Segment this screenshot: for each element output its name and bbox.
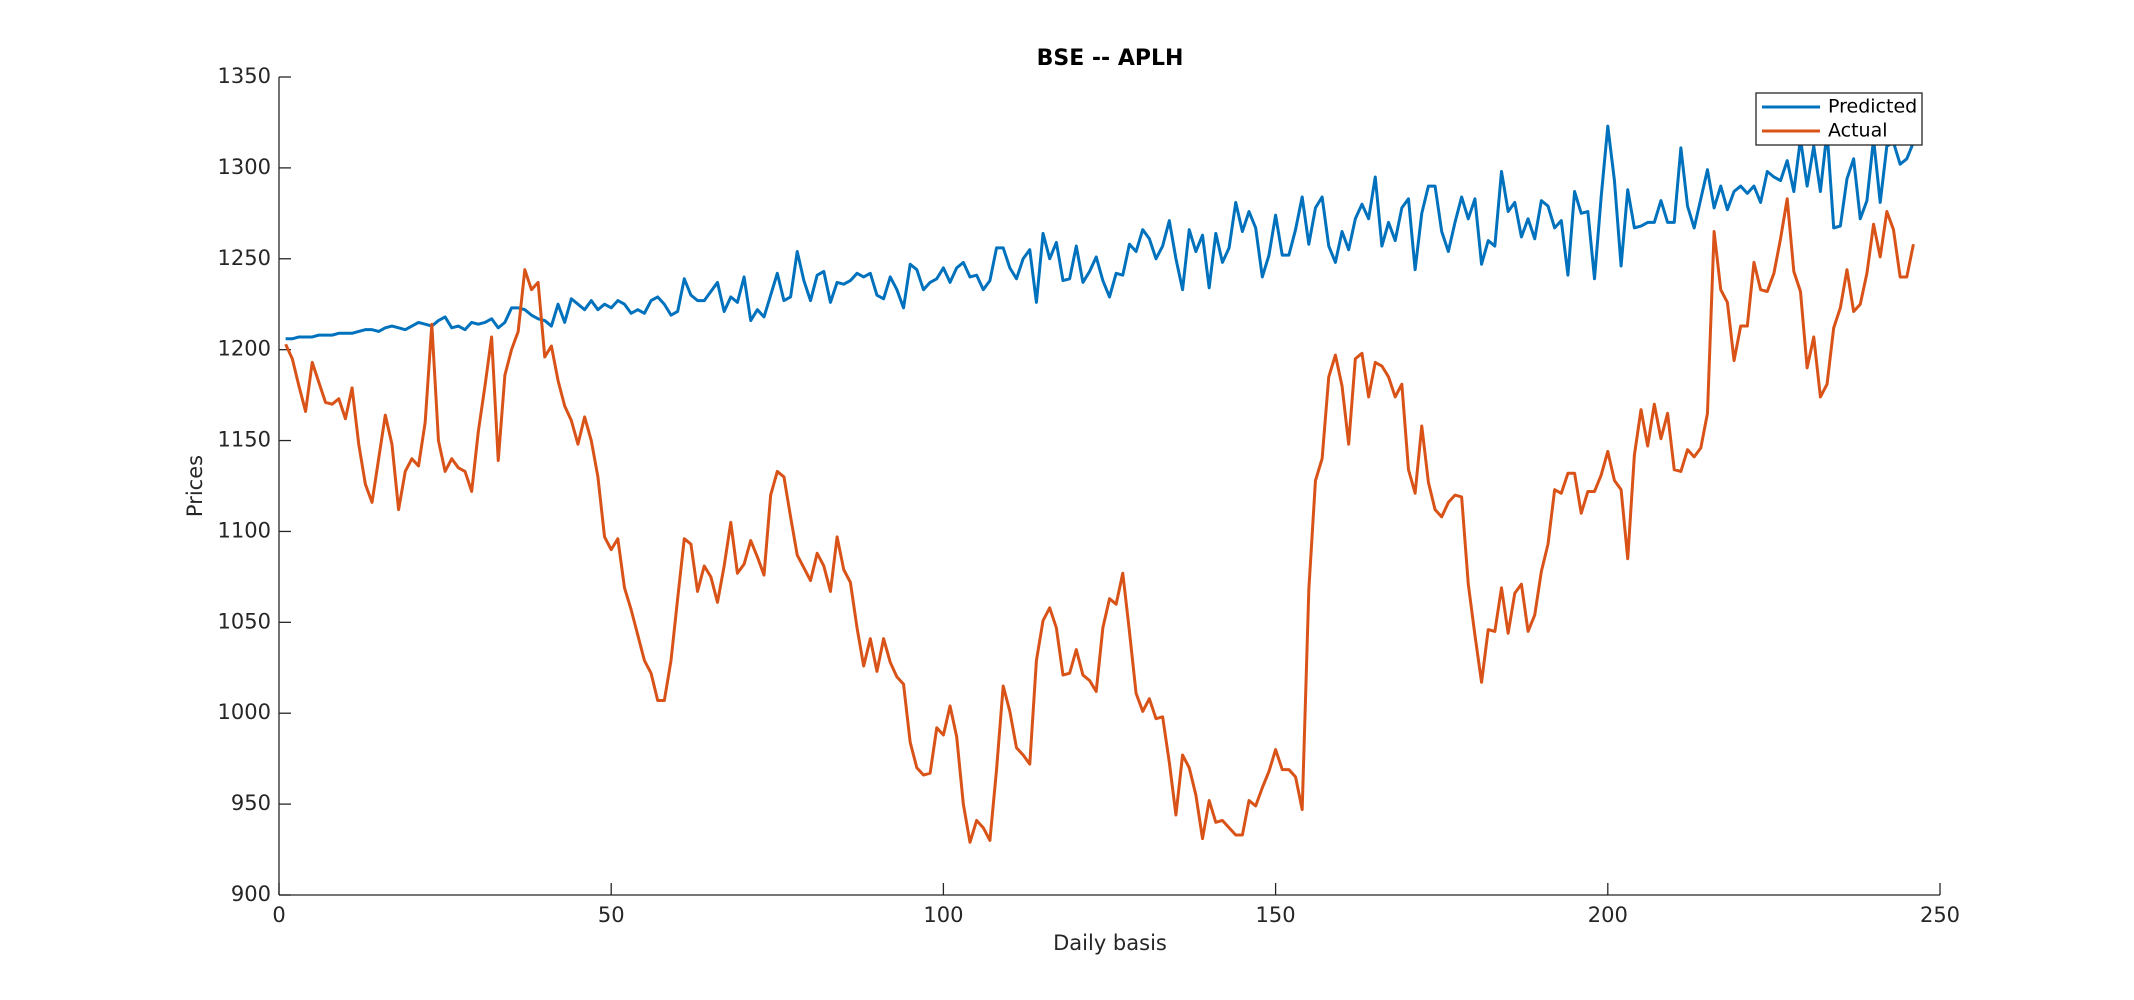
chart-title: BSE -- APLH xyxy=(1037,46,1184,71)
y-tick-label: 1000 xyxy=(218,700,271,724)
y-tick-label: 1300 xyxy=(218,155,271,179)
x-tick-label: 0 xyxy=(272,903,285,927)
x-tick-label: 50 xyxy=(598,903,625,927)
x-tick-label: 200 xyxy=(1588,903,1628,927)
y-tick-label: 1150 xyxy=(218,428,271,452)
x-tick-label: 100 xyxy=(923,903,963,927)
y-tick-label: 950 xyxy=(231,791,271,815)
data-line xyxy=(285,124,1915,341)
x-tick-label: 150 xyxy=(1256,903,1296,927)
legend-box xyxy=(1755,92,1923,146)
y-tick-label: 1250 xyxy=(218,246,271,270)
data-line xyxy=(284,197,1915,844)
legend-label: Actual xyxy=(1828,120,1888,142)
y-tick-label: 1200 xyxy=(218,337,271,361)
x-tick-label: 250 xyxy=(1920,903,1960,927)
y-tick-label: 900 xyxy=(231,882,271,906)
x-axis-label: Daily basis xyxy=(1053,931,1167,955)
y-tick-label: 1100 xyxy=(218,518,271,542)
legend-label: Predicted xyxy=(1828,96,1917,118)
y-tick-label: 1050 xyxy=(218,609,271,633)
y-tick-label: 1350 xyxy=(218,64,271,88)
y-axis-label: Prices xyxy=(183,455,207,517)
